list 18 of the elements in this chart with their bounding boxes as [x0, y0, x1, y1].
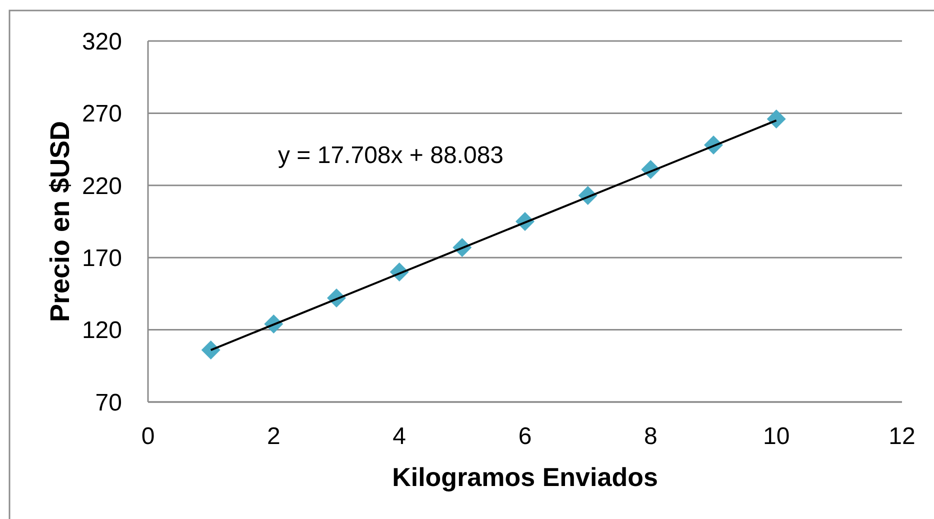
- x-tick-label: 10: [762, 423, 790, 450]
- point: [201, 340, 220, 360]
- x-tick-label: 6: [518, 423, 532, 450]
- y-tick-label: 270: [82, 100, 122, 128]
- point: [766, 109, 786, 128]
- y-tick-label: 320: [82, 28, 122, 56]
- x-tick-label: 2: [266, 423, 280, 450]
- y-axis-title: Precio en $USD: [45, 120, 75, 322]
- x-tick-label: 8: [644, 423, 658, 450]
- x-axis-title: Kilogramos Enviados: [392, 462, 658, 492]
- y-tick-label: 220: [82, 172, 122, 200]
- y-tick-label: 70: [95, 389, 122, 416]
- annotation: y = 17.708x + 88.083: [278, 142, 504, 169]
- x-tick-label: 12: [888, 423, 916, 450]
- y-tick-label: 170: [82, 245, 122, 272]
- y-tick-label: 120: [82, 317, 122, 344]
- x-tick-label: 4: [392, 423, 406, 450]
- x-tick-label: 0: [141, 423, 155, 450]
